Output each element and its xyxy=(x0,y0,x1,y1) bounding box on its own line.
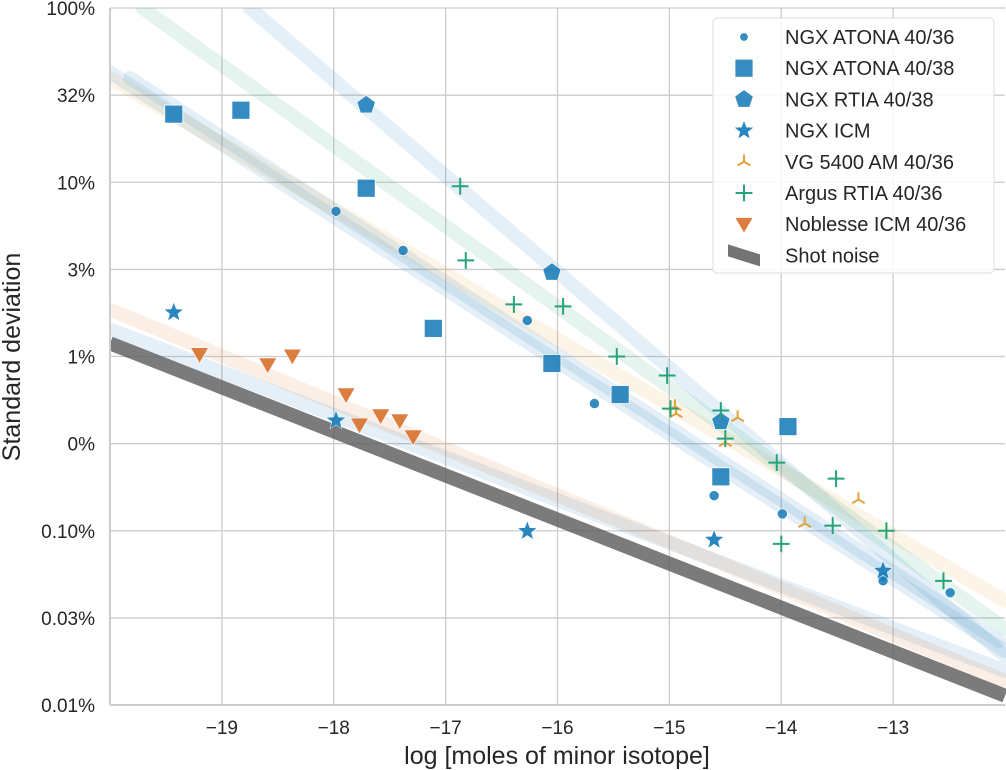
point-argus-rtia-40-36 xyxy=(772,535,790,553)
point-ngx-atona-40-38 xyxy=(356,178,376,198)
legend-marker-ngx-icm xyxy=(733,119,755,140)
point-argus-rtia-40-36 xyxy=(451,177,469,195)
x-tick-label: −15 xyxy=(653,718,685,739)
legend-marker-argus-rtia-40-36 xyxy=(735,184,753,202)
legend-marker-vg-5400-am-40-36 xyxy=(737,154,751,167)
legend-label-shot-noise: Shot noise xyxy=(785,245,880,267)
legend-label-argus-rtia-40-36: Argus RTIA 40/36 xyxy=(785,183,943,205)
fit-band-ngx-icm xyxy=(110,322,1006,678)
point-argus-rtia-40-36 xyxy=(457,252,475,269)
point-ngx-atona-40-36 xyxy=(944,587,956,599)
legend-box xyxy=(712,17,995,274)
point-argus-rtia-40-36 xyxy=(827,470,845,488)
point-noblesse-icm-40-36 xyxy=(349,417,370,435)
legend-label-noblesse-icm-40-36: Noblesse ICM 40/36 xyxy=(785,214,966,236)
point-ngx-atona-40-36 xyxy=(777,508,788,520)
point-ngx-atona-40-36 xyxy=(521,315,533,326)
point-ngx-atona-40-38 xyxy=(711,467,731,487)
point-vg-5400-am-40-36 xyxy=(851,492,866,505)
point-noblesse-icm-40-36 xyxy=(390,413,410,431)
point-ngx-atona-40-38 xyxy=(164,104,184,124)
point-ngx-icm xyxy=(325,409,347,430)
legend-marker-noblesse-icm-40-36 xyxy=(734,217,754,234)
x-tick-label: −16 xyxy=(541,718,573,739)
y-tick-label: 0.10% xyxy=(41,522,95,543)
x-axis-label: log [moles of minor isotope] xyxy=(404,742,710,770)
y-tick-label: 0% xyxy=(68,435,96,456)
point-argus-rtia-40-36 xyxy=(554,297,572,315)
x-tick-label: −18 xyxy=(318,718,350,739)
axes xyxy=(109,8,1005,706)
fit-band-ngx-atona-40-38 xyxy=(123,71,1006,648)
legend-marker-ngx-rtia-40-38 xyxy=(734,89,754,108)
point-ngx-rtia-40-38 xyxy=(711,411,731,430)
point-ngx-icm xyxy=(872,559,894,580)
legend-label-ngx-icm: NGX ICM xyxy=(785,121,871,143)
y-tick-labels: 100% 32% 10% 3% 1% 0% 0.10% 0.03% 0.01% xyxy=(41,0,95,717)
point-ngx-atona-40-38 xyxy=(542,354,562,373)
point-noblesse-icm-40-36 xyxy=(403,429,423,447)
point-ngx-atona-40-38 xyxy=(610,385,630,404)
point-argus-rtia-40-36 xyxy=(935,572,952,590)
legend: NGX ATONA 40/36 NGX ATONA 40/38 NGX RTIA 4… xyxy=(712,17,995,274)
y-tick-label: 32% xyxy=(57,86,95,107)
y-tick-label: 0.01% xyxy=(41,696,95,717)
point-argus-rtia-40-36 xyxy=(768,454,786,472)
y-tick-label: 3% xyxy=(68,260,96,281)
point-argus-rtia-40-36 xyxy=(608,348,626,365)
y-tick-label: 10% xyxy=(57,173,95,194)
legend-marker-shot-noise xyxy=(728,244,760,267)
point-argus-rtia-40-36 xyxy=(824,517,842,535)
x-tick-label: −13 xyxy=(877,718,909,739)
fit-band-noblesse-icm-40-36 xyxy=(110,302,1006,689)
point-ngx-atona-40-36 xyxy=(877,575,889,587)
fit-band-ngx-rtia-40-38 xyxy=(242,8,1006,664)
y-tick-label: 100% xyxy=(46,0,95,20)
point-ngx-icm xyxy=(703,528,725,549)
point-argus-rtia-40-36 xyxy=(658,367,676,384)
point-vg-5400-am-40-36 xyxy=(730,410,745,423)
y-tick-label: 1% xyxy=(68,348,96,369)
y-tick-label: 0.03% xyxy=(41,609,95,630)
point-ngx-rtia-40-38 xyxy=(356,95,376,114)
legend-label-ngx-atona-40-38: NGX ATONA 40/38 xyxy=(785,58,954,80)
point-argus-rtia-40-36 xyxy=(505,296,523,313)
point-argus-rtia-40-36 xyxy=(712,402,730,419)
point-vg-5400-am-40-36 xyxy=(797,516,812,529)
legend-marker-ngx-atona-40-36 xyxy=(739,32,749,42)
point-ngx-atona-40-36 xyxy=(589,398,600,409)
shot-noise-band xyxy=(110,336,1006,703)
point-ngx-atona-40-38 xyxy=(423,318,443,338)
legend-marker-ngx-atona-40-38 xyxy=(734,58,754,78)
point-noblesse-icm-40-36 xyxy=(189,347,210,364)
point-noblesse-icm-40-36 xyxy=(371,408,391,426)
point-ngx-icm xyxy=(516,520,538,540)
point-ngx-atona-40-38 xyxy=(778,417,798,437)
legend-label-ngx-atona-40-36: NGX ATONA 40/36 xyxy=(785,27,954,49)
point-ngx-atona-40-38 xyxy=(231,100,251,120)
y-axis-label: Standard deviation xyxy=(0,253,26,461)
data-points xyxy=(163,95,956,599)
point-ngx-atona-40-36 xyxy=(708,490,720,501)
point-noblesse-icm-40-36 xyxy=(336,387,356,405)
legend-label-vg-5400-am-40-36: VG 5400 AM 40/36 xyxy=(785,152,954,174)
point-argus-rtia-40-36 xyxy=(716,430,734,447)
point-ngx-icm xyxy=(163,301,185,322)
x-tick-label: −19 xyxy=(206,718,238,739)
x-tick-labels: −19 −18 −17 −16 −15 −14 −13 xyxy=(206,718,909,739)
point-noblesse-icm-40-36 xyxy=(258,357,278,375)
point-ngx-atona-40-36 xyxy=(330,205,342,217)
fit-band-vg-5400-am-40-36 xyxy=(110,71,1006,608)
point-ngx-atona-40-36 xyxy=(397,245,409,256)
point-argus-rtia-40-36 xyxy=(878,522,895,540)
point-ngx-rtia-40-38 xyxy=(542,262,562,281)
point-noblesse-icm-40-36 xyxy=(282,348,302,366)
x-tick-label: −17 xyxy=(430,718,462,739)
point-argus-rtia-40-36 xyxy=(662,400,679,418)
legend-label-ngx-rtia-40-38: NGX RTIA 40/38 xyxy=(785,89,934,111)
fit-band-argus-rtia-40-36 xyxy=(135,8,1006,636)
x-tick-label: −14 xyxy=(765,718,798,739)
